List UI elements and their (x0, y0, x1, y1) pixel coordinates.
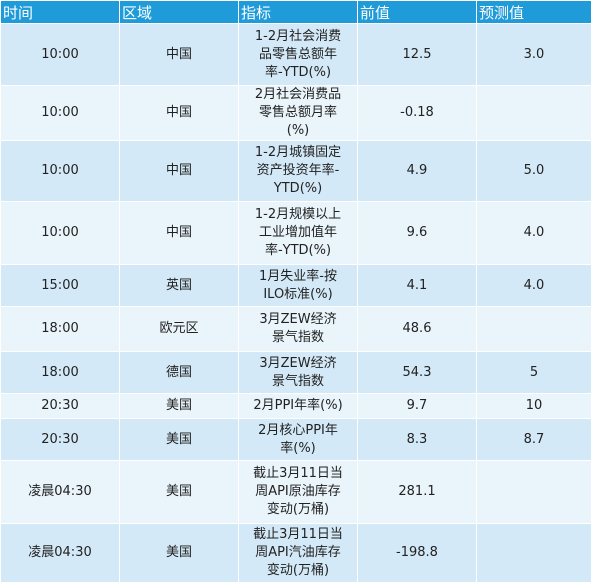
cell-region: 中国 (120, 86, 239, 141)
cell-forecast: 10 (477, 394, 591, 419)
cell-previous: 9.6 (358, 202, 477, 265)
cell-indicator: 3月ZEW经济景气指数 (239, 352, 358, 394)
cell-region: 中国 (120, 141, 239, 202)
table-row: 10:00 中国 1-2月社会消费品零售总额年率-YTD(%) 12.5 3.0 (1, 24, 591, 86)
cell-region: 英国 (120, 265, 239, 307)
cell-region: 美国 (120, 394, 239, 419)
cell-time: 15:00 (1, 265, 120, 307)
header-time: 时间 (1, 1, 120, 24)
header-forecast: 预测值 (477, 1, 591, 24)
cell-time: 10:00 (1, 141, 120, 202)
cell-time: 凌晨04:30 (1, 461, 120, 524)
table-row: 10:00 中国 2月社会消费品零售总额月率(%) -0.18 (1, 86, 591, 141)
cell-indicator: 截止3月11日当周API汽油库存变动(万桶) (239, 524, 358, 583)
cell-indicator: 1-2月城镇固定资产投资年率-YTD(%) (239, 141, 358, 202)
header-region: 区域 (120, 1, 239, 24)
cell-indicator: 3月ZEW经济景气指数 (239, 307, 358, 352)
cell-region: 美国 (120, 419, 239, 461)
header-indicator: 指标 (239, 1, 358, 24)
cell-indicator: 2月核心PPI年率(%) (239, 419, 358, 461)
cell-indicator: 2月PPI年率(%) (239, 394, 358, 419)
cell-indicator: 1月失业率-按ILO标准(%) (239, 265, 358, 307)
cell-forecast (477, 524, 591, 583)
cell-previous: 8.3 (358, 419, 477, 461)
cell-forecast: 4.0 (477, 265, 591, 307)
cell-previous: 281.1 (358, 461, 477, 524)
cell-previous: 9.7 (358, 394, 477, 419)
cell-region: 欧元区 (120, 307, 239, 352)
header-row: 时间 区域 指标 前值 预测值 (1, 1, 591, 24)
table-row: 18:00 欧元区 3月ZEW经济景气指数 48.6 (1, 307, 591, 352)
cell-previous: -198.8 (358, 524, 477, 583)
cell-forecast: 5 (477, 352, 591, 394)
cell-forecast: 3.0 (477, 24, 591, 86)
cell-previous: 12.5 (358, 24, 477, 86)
table-row: 凌晨04:30 美国 截止3月11日当周API汽油库存变动(万桶) -198.8 (1, 524, 591, 583)
cell-time: 10:00 (1, 202, 120, 265)
cell-forecast (477, 307, 591, 352)
cell-region: 美国 (120, 524, 239, 583)
cell-previous: 4.1 (358, 265, 477, 307)
cell-time: 10:00 (1, 86, 120, 141)
table-row: 15:00 英国 1月失业率-按ILO标准(%) 4.1 4.0 (1, 265, 591, 307)
cell-previous: 48.6 (358, 307, 477, 352)
table-row: 20:30 美国 2月PPI年率(%) 9.7 10 (1, 394, 591, 419)
cell-indicator: 截止3月11日当周API原油库存变动(万桶) (239, 461, 358, 524)
cell-previous: 54.3 (358, 352, 477, 394)
cell-forecast: 8.7 (477, 419, 591, 461)
cell-time: 20:30 (1, 419, 120, 461)
cell-previous: 4.9 (358, 141, 477, 202)
cell-forecast (477, 461, 591, 524)
cell-previous: -0.18 (358, 86, 477, 141)
cell-forecast: 4.0 (477, 202, 591, 265)
cell-region: 美国 (120, 461, 239, 524)
cell-indicator: 1-2月社会消费品零售总额年率-YTD(%) (239, 24, 358, 86)
table-row: 20:30 美国 2月核心PPI年率(%) 8.3 8.7 (1, 419, 591, 461)
cell-time: 20:30 (1, 394, 120, 419)
cell-time: 18:00 (1, 307, 120, 352)
cell-region: 中国 (120, 202, 239, 265)
table-row: 18:00 德国 3月ZEW经济景气指数 54.3 5 (1, 352, 591, 394)
cell-time: 凌晨04:30 (1, 524, 120, 583)
header-previous: 前值 (358, 1, 477, 24)
cell-region: 中国 (120, 24, 239, 86)
cell-time: 18:00 (1, 352, 120, 394)
table-row: 凌晨04:30 美国 截止3月11日当周API原油库存变动(万桶) 281.1 (1, 461, 591, 524)
cell-time: 10:00 (1, 24, 120, 86)
cell-indicator: 2月社会消费品零售总额月率(%) (239, 86, 358, 141)
table-row: 10:00 中国 1-2月规模以上工业增加值年率-YTD(%) 9.6 4.0 (1, 202, 591, 265)
cell-forecast: 5.0 (477, 141, 591, 202)
cell-forecast (477, 86, 591, 141)
table-row: 10:00 中国 1-2月城镇固定资产投资年率-YTD(%) 4.9 5.0 (1, 141, 591, 202)
cell-region: 德国 (120, 352, 239, 394)
cell-indicator: 1-2月规模以上工业增加值年率-YTD(%) (239, 202, 358, 265)
